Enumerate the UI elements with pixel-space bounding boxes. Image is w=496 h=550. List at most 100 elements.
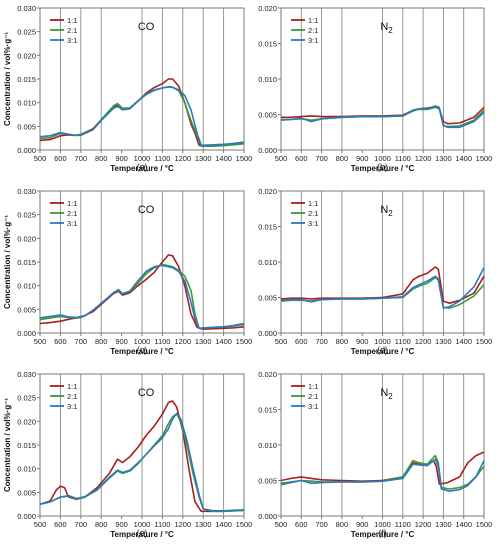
x-tick-label: 900 <box>115 337 128 346</box>
x-tick-label: 1300 <box>195 337 212 346</box>
x-axis-label: Temperature / °C <box>110 164 174 173</box>
y-tick-label: 0.015 <box>258 406 277 415</box>
y-tick-label: 0.015 <box>17 441 36 450</box>
x-tick-label: 700 <box>315 154 328 163</box>
legend-label: 1:1 <box>67 382 77 391</box>
x-tick-label: 1000 <box>374 520 391 529</box>
panel-title: CO <box>138 387 155 399</box>
x-tick-label: 1100 <box>154 337 170 346</box>
x-axis-label: Temperature / °C <box>110 530 174 539</box>
panel-title: CO <box>138 21 155 33</box>
y-axis-label: Concentration / vol%·g⁻¹ <box>3 32 12 126</box>
x-tick-label: 900 <box>115 154 128 163</box>
legend-label: 3:1 <box>308 402 318 411</box>
x-axis-label: Temperature / °C <box>110 347 174 356</box>
y-tick-label: 0.020 <box>258 187 277 196</box>
x-tick-label: 1300 <box>435 337 452 346</box>
x-tick-label: 900 <box>356 520 369 529</box>
y-tick-label: 0.030 <box>17 4 36 13</box>
legend-label: 2:1 <box>308 209 318 218</box>
y-tick-label: 0.020 <box>17 234 36 243</box>
legend-label: 3:1 <box>67 219 77 228</box>
legend-label: 3:1 <box>308 219 318 228</box>
legend-label: 1:1 <box>308 16 318 25</box>
y-tick-label: 0.020 <box>17 417 36 426</box>
y-tick-label: 0.020 <box>17 51 36 60</box>
x-tick-label: 1000 <box>374 337 391 346</box>
x-tick-label: 600 <box>295 337 308 346</box>
panel-title: N2 <box>380 387 393 401</box>
x-tick-label: 900 <box>356 337 369 346</box>
y-tick-label: 0.000 <box>258 329 277 338</box>
y-tick-label: 0.015 <box>17 75 36 84</box>
y-tick-label: 0.010 <box>258 258 277 267</box>
x-tick-label: 1400 <box>215 520 232 529</box>
y-tick-label: 0.000 <box>17 329 36 338</box>
x-tick-label: 1500 <box>236 337 253 346</box>
x-tick-label: 1100 <box>395 337 411 346</box>
y-tick-label: 0.000 <box>258 512 277 521</box>
x-tick-label: 900 <box>115 520 128 529</box>
panel-label: (b) <box>377 162 388 172</box>
panel-title: CO <box>138 204 155 216</box>
legend-label: 1:1 <box>308 199 318 208</box>
x-tick-label: 600 <box>54 337 67 346</box>
x-tick-label: 600 <box>54 520 67 529</box>
x-tick-label: 1200 <box>174 154 191 163</box>
x-tick-label: 1300 <box>195 154 212 163</box>
legend-label: 3:1 <box>67 36 77 45</box>
x-tick-label: 1200 <box>174 337 191 346</box>
series-line-1-1 <box>280 266 485 304</box>
panel-label: (c) <box>137 345 148 355</box>
x-tick-label: 1100 <box>154 154 170 163</box>
x-tick-label: 1200 <box>415 154 432 163</box>
y-tick-label: 0.025 <box>17 394 36 403</box>
x-tick-label: 1400 <box>215 337 232 346</box>
legend-label: 3:1 <box>67 402 77 411</box>
x-tick-label: 700 <box>315 337 328 346</box>
legend-label: 1:1 <box>308 382 318 391</box>
x-tick-label: 1000 <box>134 337 151 346</box>
legend-label: 2:1 <box>67 26 77 35</box>
x-tick-label: 1300 <box>435 154 452 163</box>
y-tick-label: 0.010 <box>258 75 277 84</box>
x-tick-label: 500 <box>34 337 47 346</box>
legend-label: 2:1 <box>308 392 318 401</box>
x-tick-label: 1400 <box>455 520 472 529</box>
x-tick-label: 500 <box>275 154 288 163</box>
x-tick-label: 1000 <box>134 154 151 163</box>
y-tick-label: 0.030 <box>17 370 36 379</box>
legend-label: 1:1 <box>67 199 77 208</box>
y-tick-label: 0.005 <box>258 111 277 120</box>
x-tick-label: 500 <box>34 520 47 529</box>
y-axis-label: Concentration / vol%·g⁻¹ <box>3 215 12 309</box>
series-line-3-1 <box>39 86 245 147</box>
y-tick-label: 0.015 <box>258 223 277 232</box>
legend-label: 3:1 <box>308 36 318 45</box>
y-tick-label: 0.005 <box>17 305 36 314</box>
y-axis-label: Concentration / vol%·g⁻¹ <box>3 398 12 492</box>
x-tick-label: 900 <box>356 154 369 163</box>
x-tick-label: 600 <box>295 520 308 529</box>
x-tick-label: 800 <box>336 520 349 529</box>
panel-label: (d) <box>377 345 388 355</box>
y-tick-label: 0.015 <box>17 258 36 267</box>
panel-label: (e) <box>137 528 148 538</box>
chart-panel-a: 0.000 0.005 0.010 0.015 0.020 0.025 0.030 500 60… <box>3 4 252 173</box>
series-line-1-1 <box>280 451 485 485</box>
chart-panel-b: 0.000 0.005 0.010 0.015 0.020 500 600 700 800 900… <box>258 4 492 173</box>
y-tick-label: 0.020 <box>258 370 277 379</box>
legend-label: 1:1 <box>67 16 77 25</box>
x-tick-label: 800 <box>95 337 108 346</box>
x-tick-label: 1100 <box>395 154 411 163</box>
x-tick-label: 1200 <box>415 337 432 346</box>
x-tick-label: 1400 <box>455 337 472 346</box>
x-tick-label: 1200 <box>415 520 432 529</box>
y-tick-label: 0.005 <box>258 477 277 486</box>
x-tick-label: 500 <box>275 520 288 529</box>
series-line-3-1 <box>280 458 485 492</box>
x-tick-label: 1000 <box>374 154 391 163</box>
x-tick-label: 1200 <box>174 520 191 529</box>
x-tick-label: 700 <box>75 154 88 163</box>
series-line-3-1 <box>281 105 485 129</box>
